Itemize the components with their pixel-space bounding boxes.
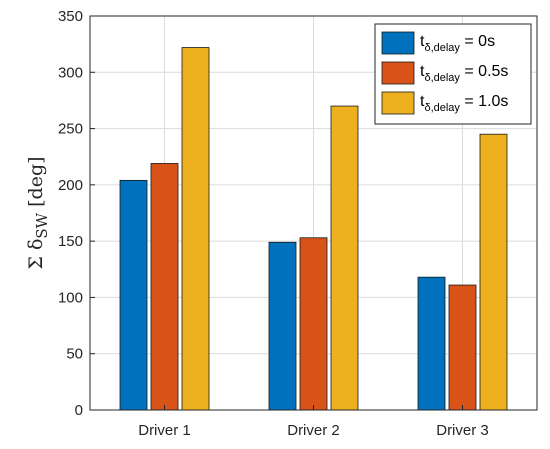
legend-label: tδ,delay = 0s [420, 33, 495, 54]
y-axis-ticks: 0 50 100 150 200 250 300 350 [58, 8, 95, 419]
bar-series-1-driver-1 [119, 179, 148, 411]
y-axis-label-sub: SW [33, 212, 51, 238]
x-tick-label: Driver 3 [436, 422, 489, 439]
bar-series-2-driver-2 [299, 237, 328, 411]
legend-label-sub: δ,delay [424, 102, 460, 114]
legend-swatch [381, 91, 415, 115]
y-tick-label: 200 [58, 177, 83, 194]
y-axis-label-prefix: Σ δ [25, 239, 47, 270]
legend-label-tail: = 0s [460, 33, 495, 50]
legend-label-sub: δ,delay [424, 72, 460, 84]
legend-label-tail: = 0.5s [460, 63, 508, 80]
bar-series-3-driver-3 [479, 133, 508, 411]
y-tick-label: 350 [58, 8, 83, 25]
y-axis-label-suffix: [deg] [25, 156, 47, 212]
y-tick-label: 50 [66, 346, 83, 363]
legend-swatch [381, 61, 415, 85]
legend-label-main: t [420, 33, 425, 50]
legend-label: tδ,delay = 1.0s [420, 93, 508, 114]
bar-series-1-driver-2 [268, 241, 297, 411]
legend-label: tδ,delay = 0.5s [420, 63, 508, 84]
y-tick-label: 100 [58, 289, 83, 306]
bar-series-3-driver-2 [330, 105, 359, 411]
legend-label-sub: δ,delay [424, 42, 460, 54]
x-axis-ticks: Driver 1 Driver 2 Driver 3 [138, 405, 489, 439]
y-tick-label: 250 [58, 121, 83, 138]
bars [119, 47, 508, 411]
bar-series-3-driver-1 [181, 47, 210, 411]
legend-label-main: t [420, 63, 425, 80]
x-tick-label: Driver 1 [138, 422, 191, 439]
legend-swatch [381, 31, 415, 55]
y-tick-label: 300 [58, 64, 83, 81]
y-axis-label: Σ δSW [deg] [25, 156, 51, 269]
legend-label-tail: = 1.0s [460, 93, 508, 110]
y-tick-label: 0 [75, 402, 83, 419]
bar-series-2-driver-1 [150, 163, 179, 411]
bar-series-1-driver-3 [417, 276, 446, 411]
x-tick-label: Driver 2 [287, 422, 340, 439]
bar-series-2-driver-3 [448, 284, 477, 411]
legend-label-main: t [420, 93, 425, 110]
y-tick-label: 150 [58, 233, 83, 250]
